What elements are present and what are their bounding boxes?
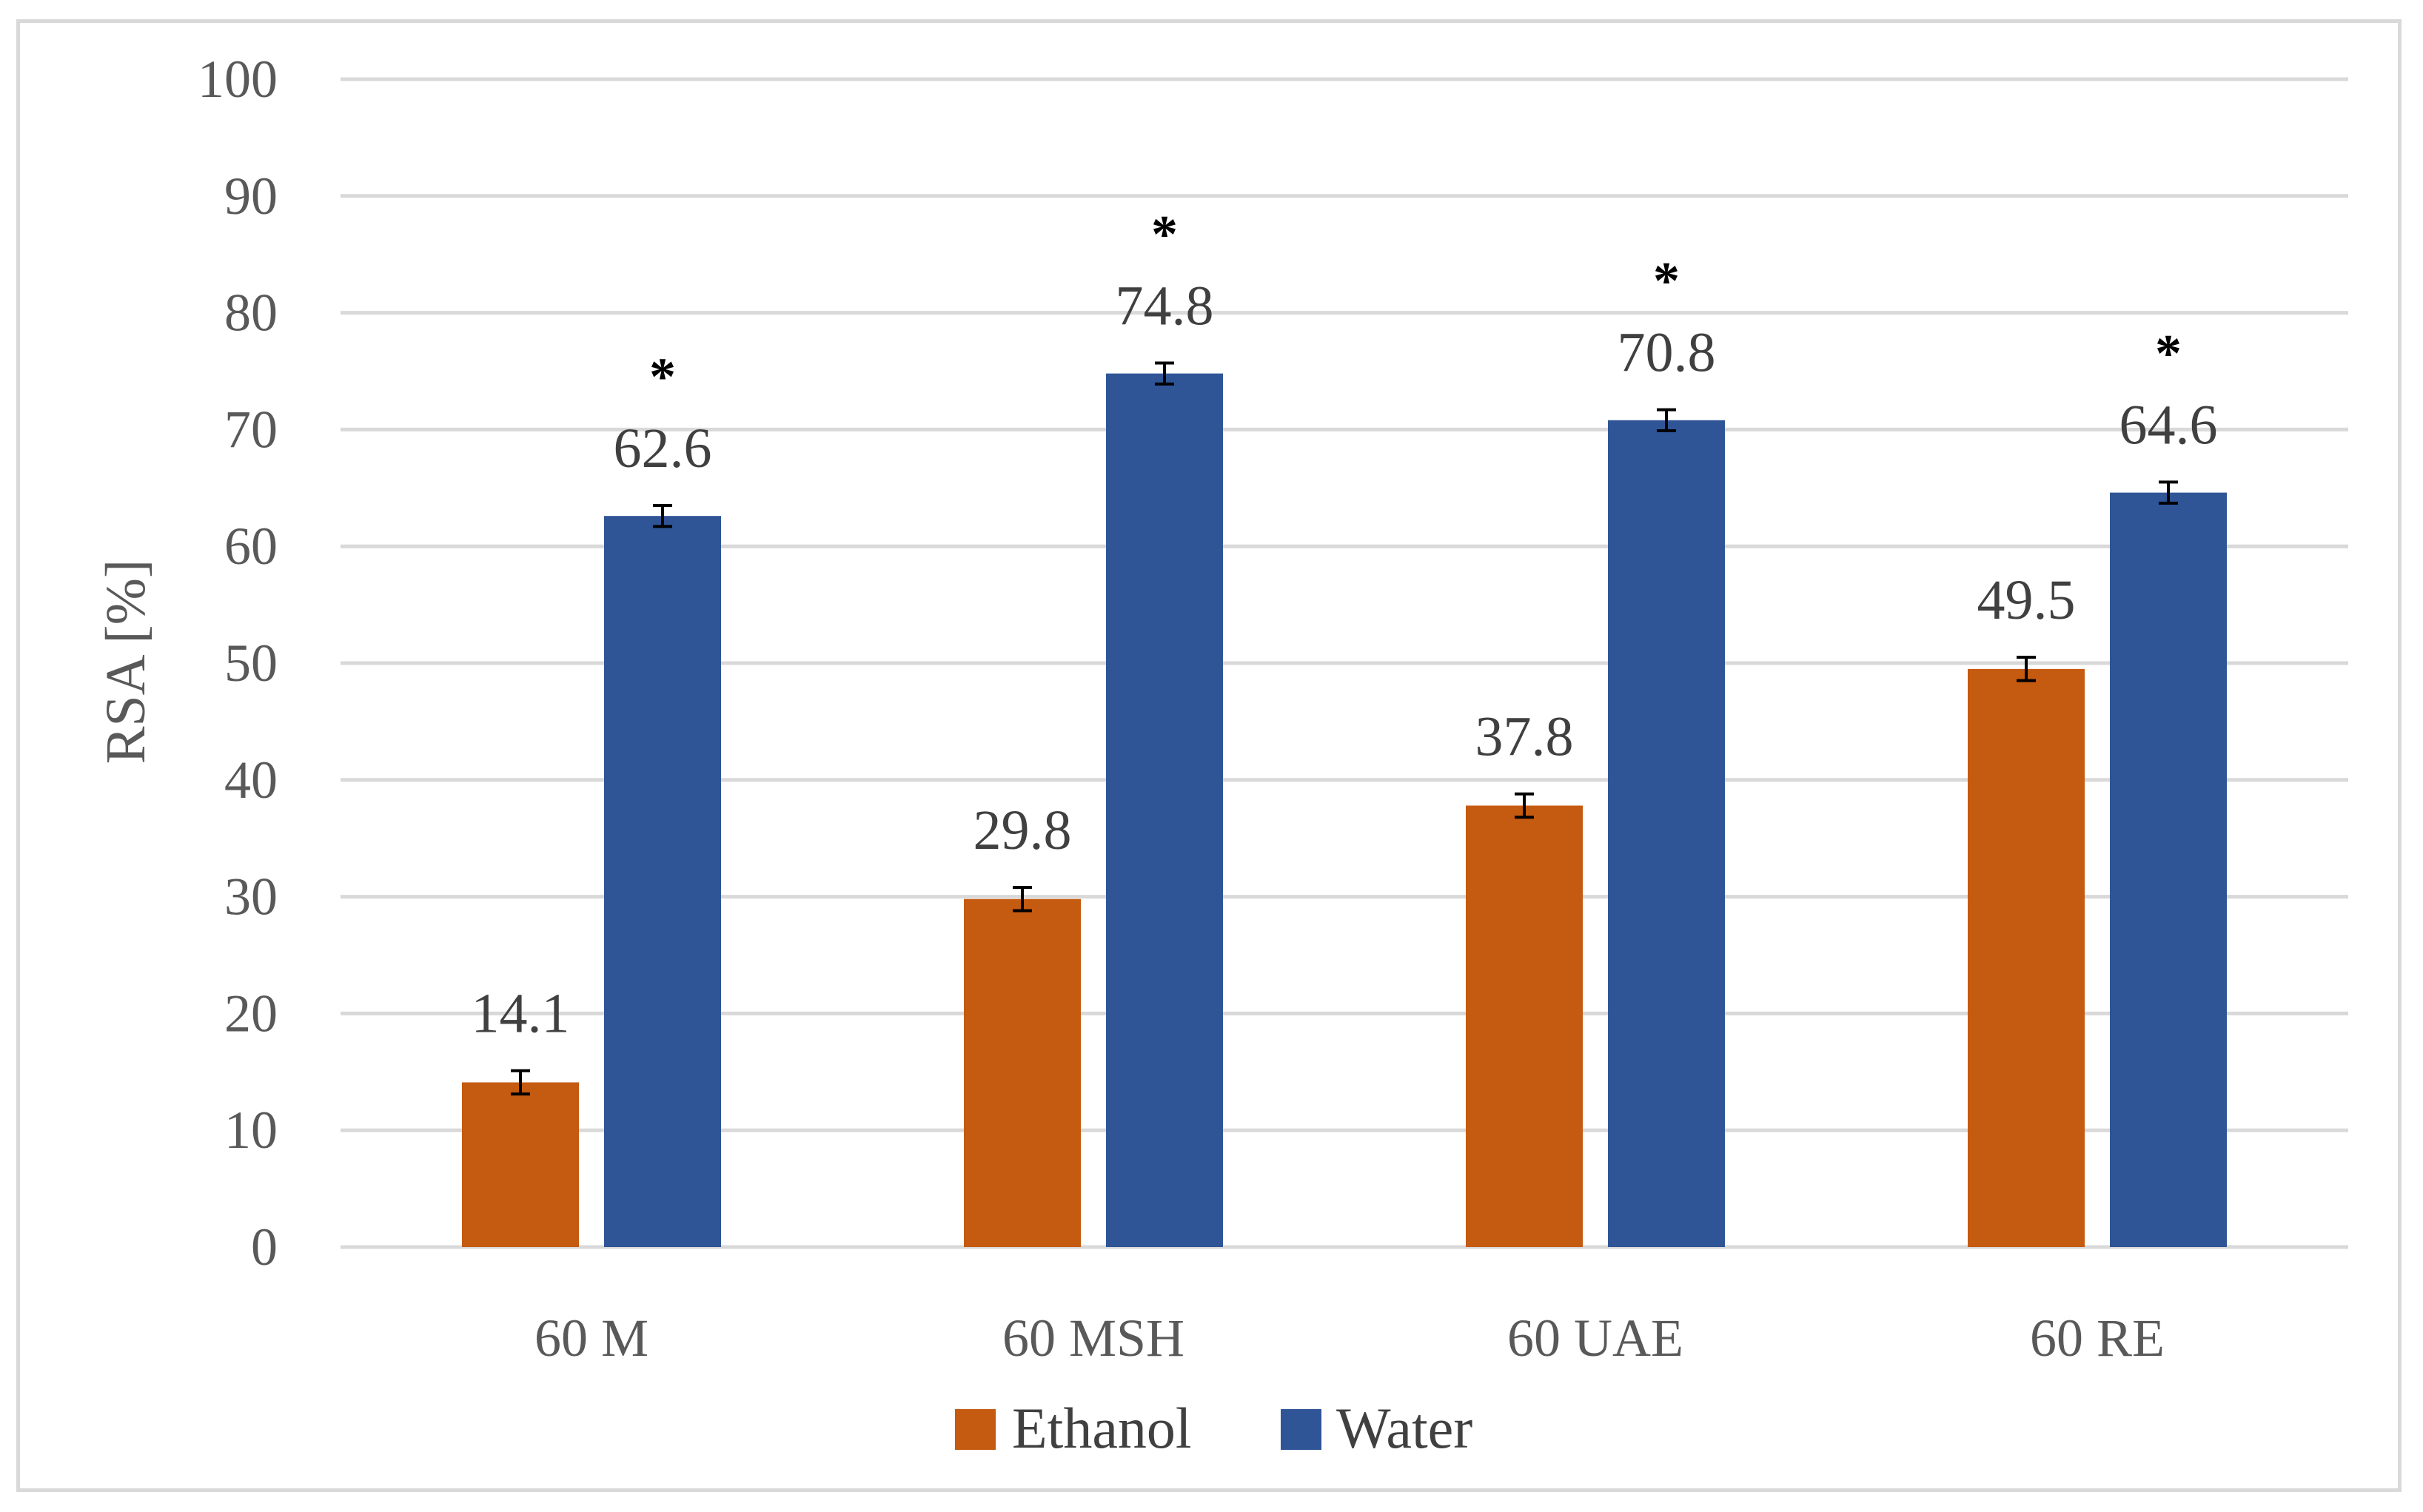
x-tick-label-3: 60 RE (2030, 1308, 2165, 1368)
y-tick-label-30: 30 (224, 867, 278, 927)
legend: Ethanol Water (955, 1396, 1472, 1460)
x-tick-label-1: 60 MSH (1002, 1308, 1184, 1368)
x-tick-label-0: 60 M (534, 1308, 649, 1368)
data-label-water-3: 64.6 (2119, 394, 2218, 456)
bar-ethanol-2 (1466, 805, 1583, 1247)
y-tick-label-20: 20 (224, 984, 278, 1043)
legend-label-water: Water (1336, 1396, 1472, 1460)
data-label-ethanol-3: 49.5 (1977, 569, 2076, 631)
significance-marker-water-3: * (2155, 323, 2182, 383)
data-label-ethanol-2: 37.8 (1475, 706, 1574, 768)
y-tick-label-90: 90 (224, 167, 278, 226)
legend-swatch-ethanol (955, 1409, 996, 1450)
significance-marker-water-2: * (1653, 252, 1680, 311)
legend-swatch-water (1281, 1409, 1321, 1450)
y-tick-label-80: 80 (224, 283, 278, 343)
bar-ethanol-0 (462, 1082, 579, 1247)
data-label-water-2: 70.8 (1618, 322, 1716, 384)
bars: 14.1 62.6 * 29.8 74.8 * 37.8 70.8 * 49.5 64.6 * (462, 204, 2227, 1247)
data-label-ethanol-1: 29.8 (973, 799, 1072, 861)
y-tick-label-60: 60 (224, 517, 278, 576)
y-tick-label-10: 10 (224, 1101, 278, 1160)
significance-marker-water-0: * (649, 347, 676, 406)
data-label-ethanol-0: 14.1 (472, 983, 570, 1045)
bar-water-2 (1608, 420, 1725, 1247)
y-tick-label-40: 40 (224, 750, 278, 810)
y-tick-label-100: 100 (198, 50, 278, 109)
y-axis: 0 10 20 30 40 50 60 70 80 90 100 (198, 50, 278, 1277)
bar-ethanol-3 (1968, 668, 2085, 1247)
bar-water-3 (2110, 492, 2227, 1247)
legend-label-ethanol: Ethanol (1012, 1396, 1192, 1460)
y-tick-label-70: 70 (224, 400, 278, 459)
bar-ethanol-1 (964, 898, 1081, 1247)
data-label-water-1: 74.8 (1116, 275, 1214, 337)
bar-water-0 (604, 516, 721, 1247)
y-tick-label-50: 50 (224, 634, 278, 693)
bar-water-1 (1106, 373, 1223, 1247)
significance-marker-water-1: * (1151, 204, 1178, 263)
x-axis: 60 M 60 MSH 60 UAE 60 RE (534, 1308, 2165, 1368)
data-label-water-0: 62.6 (614, 417, 712, 480)
x-tick-label-2: 60 UAE (1507, 1308, 1683, 1368)
y-axis-title: RSA [%] (95, 560, 157, 765)
y-tick-label-0: 0 (251, 1217, 278, 1277)
